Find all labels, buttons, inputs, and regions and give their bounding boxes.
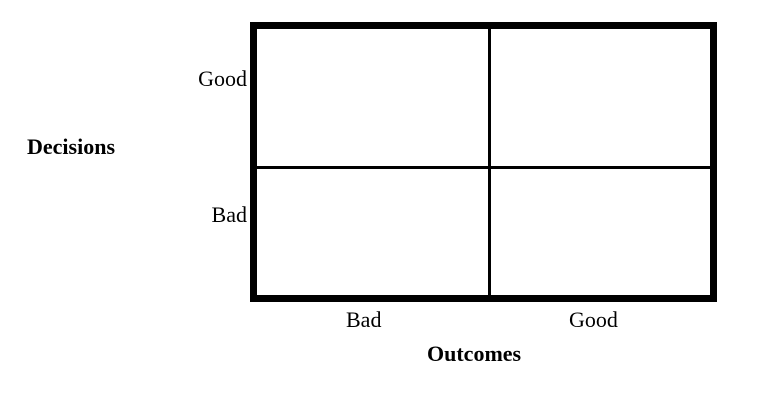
vertical-divider [488, 29, 491, 295]
horizontal-divider [257, 166, 710, 169]
y-axis-title: Decisions [27, 134, 115, 159]
y-label-good: Good [198, 66, 247, 91]
y-label-bad: Bad [211, 202, 247, 227]
x-label-bad: Bad [346, 307, 382, 332]
x-label-good: Good [569, 307, 618, 332]
two-by-two-matrix [250, 22, 717, 302]
x-axis-title: Outcomes [427, 341, 522, 366]
